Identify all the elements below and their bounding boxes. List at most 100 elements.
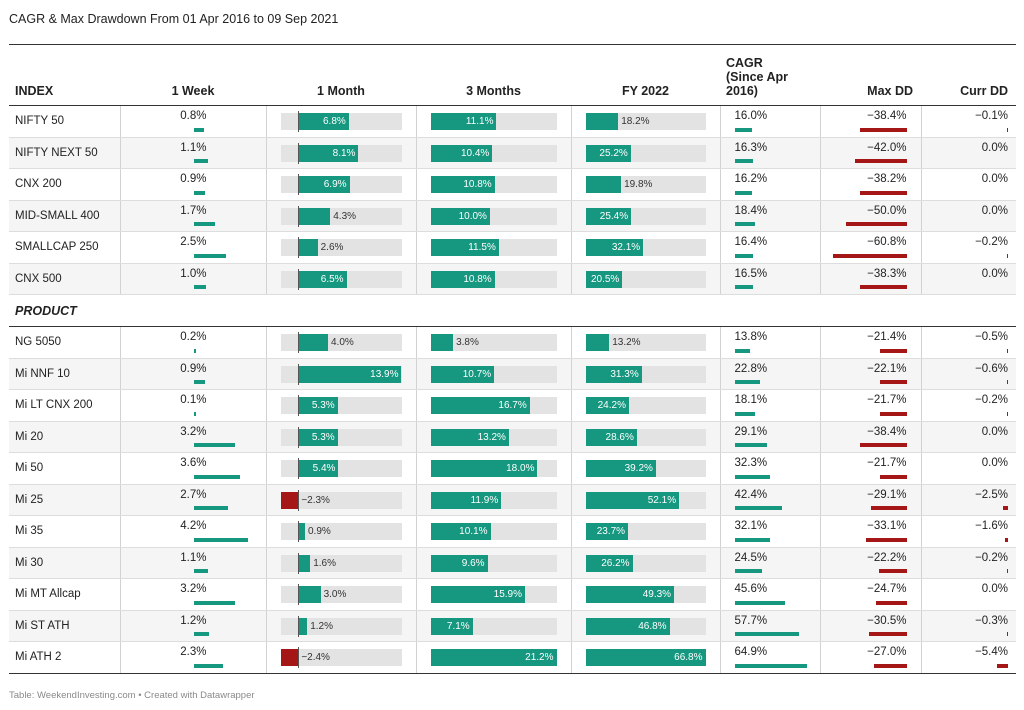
currdd-value: 0.0% (981, 425, 1008, 438)
cell-curr-dd: −0.6% (921, 358, 1016, 390)
m3-bar (430, 113, 497, 130)
table-row: CNX 500 1.0% 6.5% 10.8% 20.5% 16.5% −38.3% 0.0% (9, 263, 1016, 295)
week-value: 1.7% (180, 204, 207, 217)
m3-track: 16.7% (430, 397, 557, 414)
fy-bar (585, 617, 670, 635)
fy-track: 39.2% (585, 460, 706, 477)
cell-fy-2022: 25.2% (571, 137, 721, 169)
cell-fy-2022: 66.8% (571, 641, 721, 674)
cell-cagr: 16.3% (720, 137, 821, 169)
week-value: 0.9% (180, 362, 207, 375)
month-bar (298, 239, 318, 256)
cell-1-month: 5.3% (266, 421, 417, 453)
currdd-bar (1006, 380, 1008, 384)
fy-track: 49.3% (585, 586, 706, 603)
month-track: 6.9% (280, 174, 402, 195)
m3-track: 11.1% (430, 113, 557, 130)
month-value: 6.9% (323, 179, 347, 190)
week-value: 1.2% (180, 614, 207, 627)
m3-bar (430, 144, 493, 162)
fy-bar (585, 365, 642, 383)
cell-max-dd: −50.0% (820, 200, 922, 232)
cagr-value: 22.8% (734, 362, 768, 375)
cell-1-month: 4.3% (266, 200, 417, 232)
m3-track: 10.4% (430, 144, 557, 162)
maxdd-value: −42.0% (867, 141, 907, 154)
header-cagr: CAGR (Since Apr 2016) (720, 44, 820, 106)
maxdd-bar (832, 253, 907, 258)
m3-value: 9.6% (461, 557, 485, 569)
fy-value: 39.2% (624, 463, 653, 474)
row-name: Mi 50 (9, 452, 121, 485)
month-bar (281, 491, 299, 509)
section-label: PRODUCT (9, 294, 1016, 327)
cell-3-months: 16.7% (416, 389, 572, 422)
cell-max-dd: −38.4% (820, 421, 922, 453)
cagr-value: 57.7% (734, 614, 768, 627)
cell-max-dd: −38.2% (820, 168, 922, 201)
fy-track: 28.6% (585, 428, 706, 446)
cell-max-dd: −42.0% (820, 137, 922, 169)
currdd-bar (997, 663, 1008, 668)
cell-cagr: 18.4% (720, 200, 821, 232)
m3-track: 11.5% (430, 239, 557, 256)
m3-track: 18.0% (430, 460, 557, 477)
cell-1-month: 6.9% (266, 168, 417, 201)
cell-fy-2022: 46.8% (571, 610, 721, 642)
month-value: −2.3% (301, 494, 330, 506)
month-bar (280, 649, 299, 666)
week-bar (193, 569, 208, 573)
cell-curr-dd: −2.5% (921, 484, 1016, 516)
month-value: 4.0% (331, 337, 354, 348)
week-bar (193, 537, 248, 542)
fy-bar (585, 523, 629, 540)
table-row: Mi MT Allcap 3.2% 3.0% 15.9% 49.3% 45.6% −24.7… (9, 578, 1016, 611)
m3-value: 15.9% (493, 589, 522, 600)
maxdd-value: −21.7% (867, 457, 907, 469)
cell-cagr: 32.3% (720, 452, 821, 485)
cell-max-dd: −38.3% (820, 263, 922, 295)
month-bar (298, 365, 402, 383)
fy-value: 49.3% (642, 589, 672, 600)
cell-3-months: 11.5% (416, 231, 572, 264)
week-bar (193, 411, 196, 416)
month-zero-line (298, 458, 300, 479)
week-bar (193, 380, 206, 384)
fy-value: 20.5% (590, 273, 620, 285)
currdd-value: −0.2% (975, 394, 1008, 406)
week-value: 2.7% (180, 488, 207, 501)
month-value: 0.9% (307, 526, 331, 537)
cell-3-months: 3.8% (416, 326, 572, 359)
month-value: 6.5% (320, 273, 344, 285)
header-1-month: 1 Month (266, 44, 416, 106)
cell-curr-dd: −1.6% (921, 515, 1016, 548)
table-row: Mi 30 1.1% 1.6% 9.6% 26.2% 24.5% −22.2% −0.2% (9, 547, 1016, 579)
header-1-week: 1 Week (120, 44, 266, 106)
currdd-value: 0.0% (981, 457, 1008, 469)
m3-track: 15.9% (430, 586, 557, 603)
row-name: NG 5050 (9, 326, 121, 359)
month-track: 0.9% (280, 521, 402, 542)
week-value: 0.8% (180, 110, 207, 122)
maxdd-bar (859, 127, 907, 132)
week-value: 0.2% (180, 331, 207, 343)
m3-track: 10.1% (430, 523, 557, 540)
month-zero-line (298, 647, 300, 668)
maxdd-value: −38.2% (867, 173, 907, 185)
cagr-value: 32.3% (734, 457, 768, 469)
maxdd-value: −60.8% (867, 236, 907, 248)
cell-3-months: 7.1% (416, 610, 572, 642)
currdd-value: −0.2% (975, 236, 1008, 248)
table-row: CNX 200 0.9% 6.9% 10.8% 19.8% 16.2% −38.2% 0.0% (9, 168, 1016, 201)
cell-1-month: 5.3% (266, 389, 417, 422)
maxdd-value: −24.7% (867, 583, 907, 595)
m3-value: 11.1% (465, 116, 494, 127)
cagr-bar (734, 159, 753, 163)
cell-max-dd: −21.4% (820, 326, 922, 359)
month-track: 3.0% (280, 584, 402, 605)
month-track: 13.9% (280, 363, 402, 385)
maxdd-bar (879, 569, 907, 573)
maxdd-bar (869, 632, 907, 636)
fy-bar (585, 144, 631, 162)
cagr-value: 16.5% (734, 267, 768, 280)
